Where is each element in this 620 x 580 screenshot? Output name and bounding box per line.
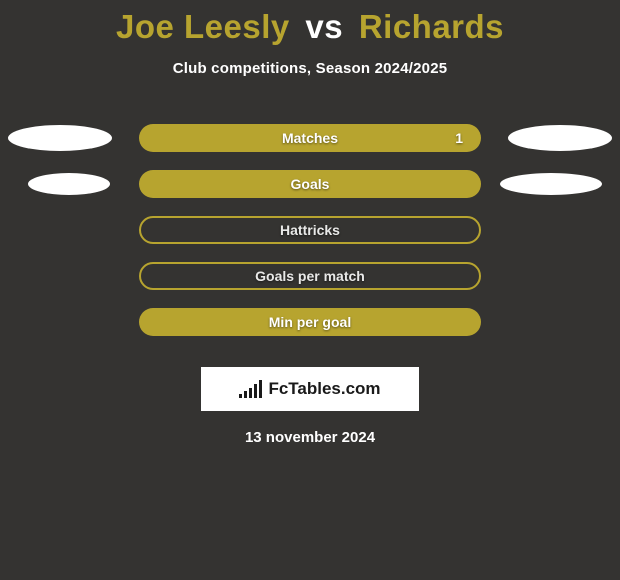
player1-name: Joe Leesly	[116, 8, 290, 45]
logo-text: FcTables.com	[268, 379, 380, 399]
stat-label: Goals per match	[255, 268, 365, 284]
stat-pill-hattricks: Hattricks	[139, 216, 481, 244]
player1-ellipse	[28, 173, 110, 195]
stat-value-right: 1	[455, 130, 463, 146]
stat-row-matches: Matches 1	[0, 115, 620, 161]
stat-row-gpm: Goals per match	[0, 253, 620, 299]
stat-row-mpg: Min per goal	[0, 299, 620, 345]
stats-rows: Matches 1 Goals Hattricks Goals per matc…	[0, 115, 620, 345]
stat-pill-goals: Goals	[139, 170, 481, 198]
player2-name: Richards	[359, 8, 504, 45]
title-vs: vs	[305, 8, 343, 45]
stat-label: Goals	[291, 176, 330, 192]
stat-label: Matches	[282, 130, 338, 146]
subtitle: Club competitions, Season 2024/2025	[0, 60, 620, 77]
stat-pill-gpm: Goals per match	[139, 262, 481, 290]
logo-bars-icon	[239, 380, 262, 398]
page-title: Joe Leesly vs Richards	[0, 0, 620, 46]
player1-ellipse	[8, 125, 112, 151]
player2-ellipse	[500, 173, 602, 195]
stat-label: Min per goal	[269, 314, 351, 330]
stat-pill-matches: Matches 1	[139, 124, 481, 152]
stat-pill-mpg: Min per goal	[139, 308, 481, 336]
stat-row-goals: Goals	[0, 161, 620, 207]
stat-label: Hattricks	[280, 222, 340, 238]
source-logo: FcTables.com	[201, 367, 419, 411]
stat-row-hattricks: Hattricks	[0, 207, 620, 253]
date-label: 13 november 2024	[0, 429, 620, 446]
player2-ellipse	[508, 125, 612, 151]
